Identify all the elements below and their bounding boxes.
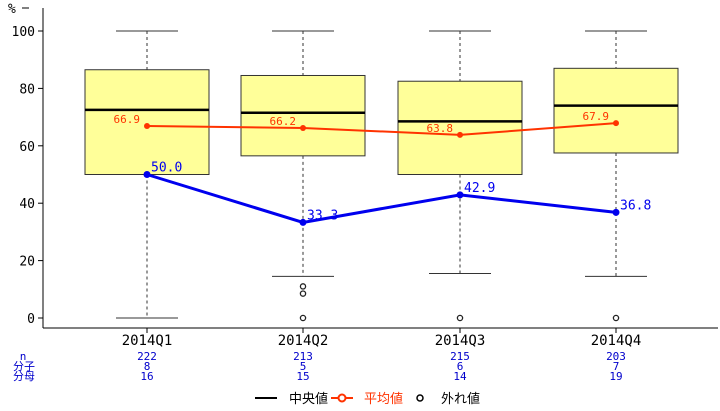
y-tick-label: 40: [19, 197, 35, 212]
mean-line: [146, 122, 617, 136]
outlier-point: [456, 314, 464, 322]
mean-point: [613, 120, 619, 127]
legend-mean-label: 平均値: [364, 391, 403, 407]
legend-mean-swatch-point: [337, 393, 347, 403]
stats-row-label: 分母: [13, 370, 35, 383]
y-tick-label: 0: [27, 312, 35, 327]
stats-cell: 19: [609, 370, 622, 383]
ratio-label: 33.3: [307, 208, 338, 223]
mean-point: [144, 122, 150, 129]
y-tick-label: 80: [19, 82, 35, 97]
ratio-line: [146, 173, 617, 224]
ratio-point: [612, 208, 620, 216]
boxes: [84, 30, 679, 322]
mean-label: 63.8: [427, 122, 454, 135]
box-iqr: [240, 74, 366, 157]
stats-cell: 5: [300, 360, 307, 373]
series-lines: 66.9 66.2 63.8 67.9 50.0 33.3 42.9 36.8: [114, 110, 651, 226]
box-2014Q1: [84, 30, 210, 319]
ratio-label: 42.9: [464, 181, 495, 196]
stats-cell: 8: [144, 360, 151, 373]
box-iqr: [84, 69, 210, 175]
stats-cell: 215: [450, 350, 470, 363]
legend-median-label: 中央値: [289, 391, 328, 407]
x-tick-label: 2014Q3: [435, 333, 486, 349]
stats-cell: 213: [293, 350, 313, 363]
ratio-point: [456, 191, 464, 199]
x-tick-label: 2014Q1: [122, 333, 173, 349]
ratio-label: 36.8: [620, 198, 651, 213]
stats-cell: 7: [613, 360, 620, 373]
stats-cell: 6: [457, 360, 464, 373]
stats-cell: 15: [296, 370, 309, 383]
y-tick-label: 60: [19, 140, 35, 155]
outlier-point: [299, 314, 307, 322]
x-tick-label: 2014Q4: [591, 333, 642, 349]
mean-label: 67.9: [583, 110, 610, 123]
y-tick-label: 20: [19, 255, 35, 270]
box-2014Q2: [240, 30, 366, 322]
ratio-label: 50.0: [151, 161, 182, 176]
legend-outlier-label: 外れ値: [441, 391, 480, 407]
box-iqr: [397, 80, 523, 175]
stats-cell: 14: [453, 370, 467, 383]
legend: 中央値 平均値 外れ値: [255, 391, 480, 407]
mean-point: [457, 131, 463, 138]
stats-cell: 203: [606, 350, 626, 363]
x-tick-label: 2014Q2: [278, 333, 329, 349]
outlier-point: [299, 283, 307, 290]
box-iqr: [553, 67, 679, 154]
legend-outlier-swatch: [416, 394, 424, 402]
axes: % 0 20 40 60 80 100 2014Q1 2014Q2 2014Q3 2014Q4: [8, 2, 718, 349]
stats-row-label: 分子: [13, 360, 35, 373]
y-axis-label: %: [8, 2, 16, 17]
stats-row-label: n: [20, 350, 27, 363]
stats-cell: 222: [137, 350, 157, 363]
box-2014Q3: [397, 30, 523, 322]
ratio-point: [299, 218, 307, 226]
stats-cell: 16: [140, 370, 153, 383]
y-tick-label: 100: [12, 25, 35, 40]
mean-label: 66.9: [114, 113, 141, 126]
stats-table: n 222 213 215 203 分子 8 5 6 7 分母 16 15 14 19: [13, 350, 626, 383]
outlier-point: [299, 290, 307, 297]
ratio-point: [143, 171, 151, 178]
box-2014Q4: [553, 30, 679, 322]
outlier-point: [612, 314, 620, 322]
mean-point: [300, 125, 306, 132]
mean-label: 66.2: [270, 115, 297, 128]
